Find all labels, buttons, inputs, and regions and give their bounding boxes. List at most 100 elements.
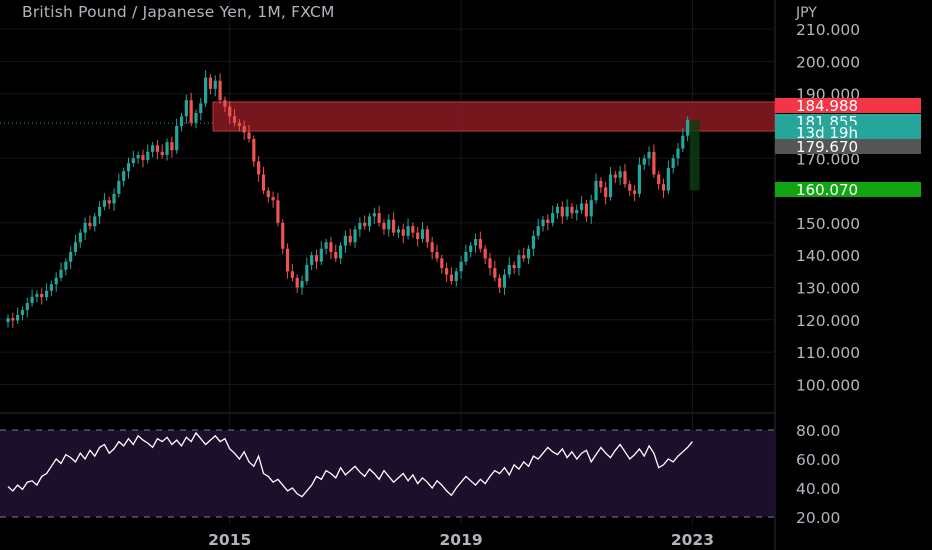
target-label: 160.070	[775, 181, 921, 199]
candle	[49, 280, 53, 297]
candle	[290, 263, 294, 282]
candle	[261, 167, 266, 195]
candle-body	[276, 200, 280, 223]
candle-body	[464, 251, 468, 262]
candle-body	[35, 293, 39, 297]
zone-bottom-label-bg	[775, 139, 921, 154]
price-tick-label: 200.000	[796, 53, 860, 71]
candle	[435, 244, 439, 262]
candle-body	[420, 229, 425, 240]
candle	[208, 73, 213, 95]
candle	[242, 120, 246, 140]
candle-body	[126, 163, 131, 172]
candle	[223, 96, 227, 113]
candle	[459, 256, 463, 279]
target-projection	[689, 120, 700, 191]
candle-body	[618, 171, 622, 178]
candle-body	[633, 190, 637, 194]
candle-body	[666, 167, 670, 191]
candle	[199, 97, 203, 121]
rsi-line	[7, 431, 693, 498]
candle	[541, 216, 545, 232]
countdown-label: 13d 19h	[775, 124, 921, 142]
candle	[102, 192, 106, 211]
candle-body	[184, 100, 188, 117]
candle	[300, 275, 304, 295]
candle	[160, 144, 164, 159]
candle	[44, 283, 49, 301]
candle-body	[117, 180, 121, 194]
candle	[676, 143, 680, 166]
candle	[498, 274, 502, 293]
candle-body	[25, 303, 29, 311]
candle	[97, 201, 102, 224]
candle	[213, 75, 217, 97]
candle	[107, 196, 111, 210]
candle	[526, 245, 531, 264]
candle-body	[526, 248, 531, 259]
time-axis[interactable]: 2015 2019 2023	[208, 531, 714, 549]
countdown-label-text: 13d 19h	[796, 124, 858, 142]
candle-body	[565, 206, 569, 217]
candle-body	[151, 145, 155, 152]
candle	[6, 314, 10, 328]
candle-body	[671, 158, 675, 168]
candle-body	[396, 229, 401, 233]
candle	[136, 151, 140, 164]
price-axis[interactable]: 210.000200.000190.000170.000150.000140.0…	[795, 5, 860, 527]
candle-body	[194, 113, 198, 123]
candle-body	[237, 122, 241, 126]
candle-body	[681, 135, 685, 149]
candle	[271, 191, 275, 208]
candle-body	[338, 245, 343, 259]
candle	[310, 251, 314, 271]
candle	[324, 238, 328, 255]
candle	[686, 116, 690, 142]
candle-body	[155, 145, 160, 152]
candle-body	[401, 229, 405, 236]
candle-body	[319, 248, 323, 262]
candle-body	[579, 203, 584, 210]
candle-body	[329, 242, 333, 252]
candle-body	[208, 77, 213, 89]
candle-body	[377, 213, 381, 223]
resistance-zone-layer	[0, 101, 776, 191]
candle-body	[551, 213, 555, 223]
candle	[483, 245, 487, 264]
candle	[319, 241, 323, 266]
candle-body	[247, 132, 251, 139]
price-tick-label: 120.000	[796, 312, 860, 330]
candle	[165, 138, 169, 161]
candle	[54, 272, 58, 292]
price-tick-label: 210.000	[796, 21, 860, 39]
candle-body	[165, 142, 169, 156]
candle	[237, 119, 241, 132]
candle	[276, 192, 280, 227]
candle	[546, 214, 550, 231]
candle-body	[483, 248, 487, 259]
price-tick-label: 150.000	[796, 215, 860, 233]
candle-body	[281, 222, 285, 249]
price-tick-label: 110.000	[796, 344, 860, 362]
candle-body	[522, 255, 526, 259]
time-tick-label: 2023	[671, 531, 714, 549]
candle	[565, 199, 569, 220]
candle-body	[189, 100, 193, 123]
candle	[343, 230, 347, 253]
candle-body	[454, 271, 458, 282]
candle-body	[657, 174, 661, 185]
candle	[194, 109, 198, 129]
candle-body	[589, 200, 593, 217]
candle	[647, 146, 651, 166]
candle-body	[363, 222, 367, 227]
candle	[392, 212, 396, 237]
candle	[633, 185, 637, 202]
countdown-label-bg	[775, 125, 921, 140]
candle-body	[599, 180, 603, 188]
candle-body	[686, 119, 690, 136]
rsi-tick-label: 80.00	[796, 422, 840, 440]
target-label-text: 160.070	[796, 181, 858, 199]
candle	[502, 269, 507, 295]
candle	[126, 157, 131, 179]
